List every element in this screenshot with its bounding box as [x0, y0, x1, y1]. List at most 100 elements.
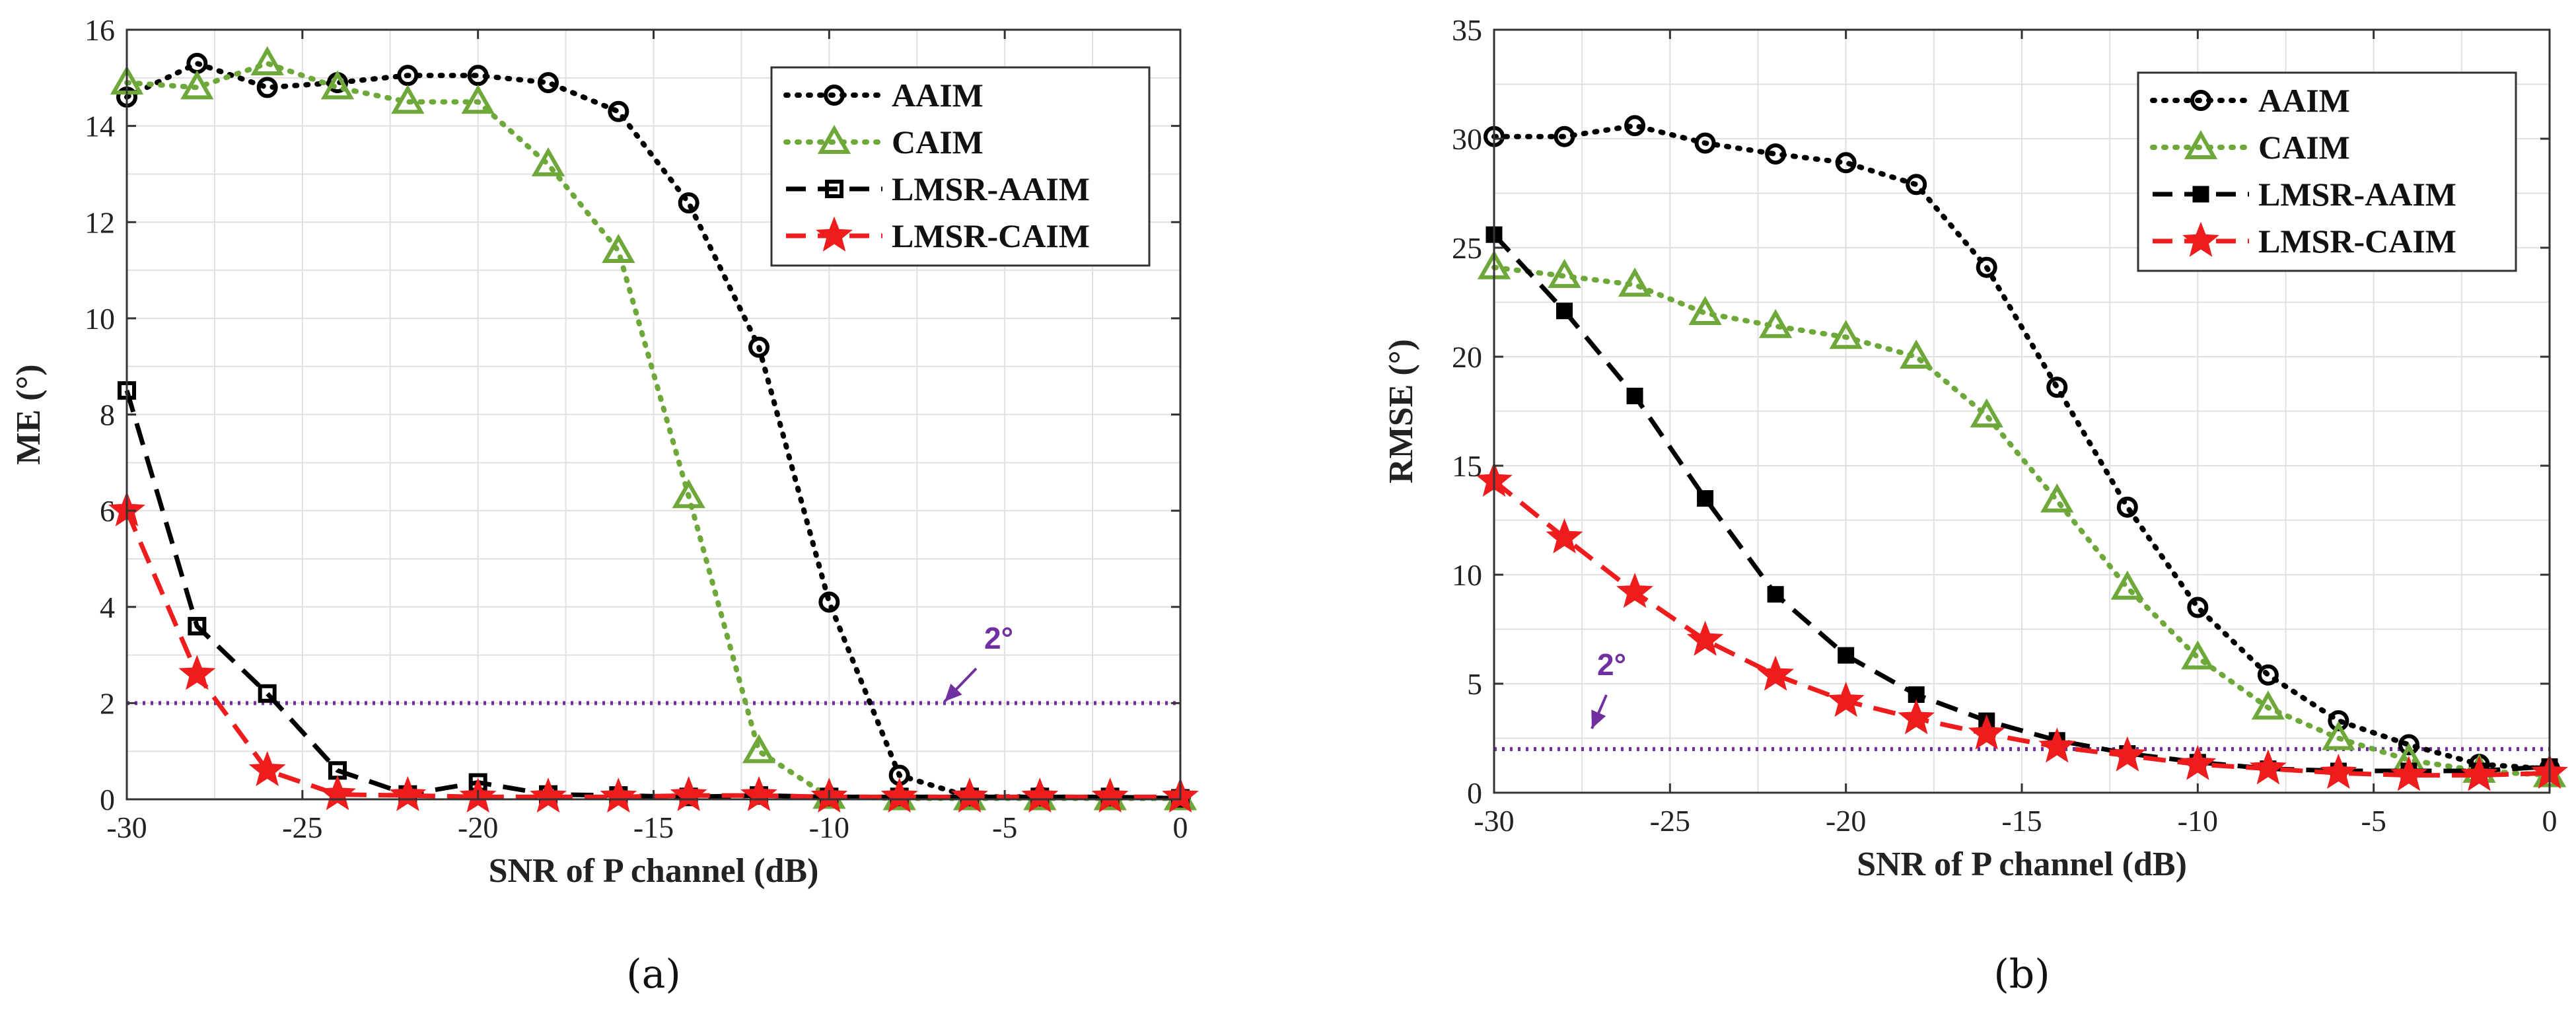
data-point-caim: [602, 233, 635, 263]
legend-marker-lmsr-aaim: [825, 180, 843, 198]
data-point-lmsr-caim: [600, 778, 637, 813]
data-point-lmsr-caim: [2249, 749, 2287, 785]
legend-marker-aaim: [2190, 90, 2211, 111]
data-point-aaim: [608, 100, 629, 122]
x-tick-label: 0: [1173, 811, 1188, 844]
legend-marker-lmsr-aaim: [2192, 186, 2209, 203]
data-point-caim: [742, 734, 776, 764]
x-tick-label: -30: [106, 811, 147, 844]
threshold-annotation: 2°: [1591, 647, 1626, 729]
data-point-lmsr-aaim: [1556, 303, 1573, 320]
legend-entry: LMSR-CAIM: [2258, 223, 2456, 260]
legend-entry: LMSR-CAIM: [892, 217, 1090, 254]
x-tick-label: -5: [992, 811, 1017, 844]
legend-entry: LMSR-AAIM: [2258, 176, 2456, 213]
data-point-lmsr-caim: [1021, 778, 1059, 813]
data-point-lmsr-aaim: [258, 684, 277, 703]
data-point-caim: [2040, 483, 2074, 513]
threshold-annotation: 2°: [943, 621, 1013, 703]
data-point-caim: [1618, 268, 1652, 297]
data-point-aaim: [397, 65, 419, 87]
data-point-lmsr-caim: [2108, 736, 2146, 772]
y-tick-label: 2: [100, 686, 115, 720]
y-tick-label: 0: [100, 783, 115, 816]
legend-marker-aaim: [824, 85, 845, 106]
legend-box: [2137, 71, 2517, 272]
x-tick-label: 0: [2542, 804, 2558, 838]
y-tick-label: 12: [85, 205, 115, 239]
data-point-aaim: [2257, 664, 2279, 686]
data-point-lmsr-aaim: [188, 616, 207, 635]
data-point-aaim: [2187, 597, 2209, 618]
series-caim: [1477, 250, 2567, 787]
data-point-lmsr-aaim: [1767, 586, 1784, 603]
data-point-aaim: [1976, 256, 1997, 278]
data-point-aaim: [678, 192, 699, 214]
data-point-caim: [391, 85, 425, 114]
data-point-aaim: [2046, 377, 2068, 398]
data-point-aaim: [1906, 174, 1927, 196]
y-tick-label: 16: [85, 13, 115, 47]
x-tick-label: -30: [1474, 804, 1514, 838]
data-point-caim: [320, 70, 355, 100]
x-tick-label: -10: [809, 811, 849, 844]
data-point-lmsr-caim: [2038, 727, 2076, 763]
series-line-lmsr-aaim: [1492, 233, 2550, 774]
y-tick-label: 5: [1467, 667, 1482, 701]
data-point-aaim: [1765, 143, 1787, 165]
y-tick-label: 6: [100, 494, 115, 528]
legend-marker-lmsr-caim: [2182, 221, 2219, 257]
panel-caption: (b): [1993, 951, 2050, 997]
y-tick-label: 10: [85, 302, 115, 336]
data-point-aaim: [818, 591, 840, 613]
data-point-lmsr-caim: [740, 776, 777, 811]
data-point-lmsr-caim: [2390, 756, 2427, 791]
data-point-aaim: [2328, 710, 2349, 732]
legend: AAIM CAIM LMSR-AAIM LMSR-CAIM: [770, 66, 1151, 267]
data-point-caim: [1758, 308, 1793, 338]
threshold-arrowhead: [945, 683, 962, 702]
chart-panel-b: -30 -25 -20 -15 -10 -5 0 0 5 10 15 20 25 30 35 SNR of P…: [1382, 13, 2568, 997]
data-point-lmsr-caim: [248, 750, 286, 787]
x-tick-label: -5: [2361, 804, 2386, 838]
data-point-caim: [1970, 398, 2003, 428]
x-tick-label: -25: [1650, 804, 1690, 838]
y-tick-label: 25: [1452, 231, 1482, 265]
data-point-caim: [180, 70, 214, 100]
x-tick-label: -20: [1826, 804, 1866, 838]
data-point-aaim: [256, 77, 278, 98]
chart-panel-a: -30 -25 -20 -15 -10 -5 0 0 2 4 6 8 10 12 14 16 SNR of P …: [10, 13, 1199, 997]
legend: AAIM CAIM LMSR-AAIM LMSR-CAIM: [2137, 71, 2517, 272]
x-tick-label: -25: [282, 811, 322, 844]
data-point-lmsr-caim: [389, 776, 427, 811]
data-point-lmsr-caim: [951, 778, 988, 813]
data-point-lmsr-caim: [530, 778, 567, 813]
data-point-lmsr-caim: [1827, 682, 1865, 717]
data-point-aaim: [2398, 734, 2419, 756]
data-point-lmsr-caim: [2320, 753, 2357, 789]
data-point-lmsr-aaim: [1626, 387, 1643, 404]
legend-entry: CAIM: [2258, 129, 2350, 166]
data-point-aaim: [1694, 132, 1716, 154]
data-point-caim: [461, 85, 495, 114]
data-point-caim: [531, 147, 565, 176]
data-point-lmsr-caim: [1091, 778, 1129, 813]
data-point-caim: [1900, 339, 1933, 369]
data-point-lmsr-caim: [178, 655, 216, 690]
y-tick-label: 20: [1452, 340, 1482, 374]
data-point-aaim: [1835, 152, 1857, 174]
data-point-caim: [2322, 721, 2355, 750]
data-point-aaim: [748, 336, 769, 358]
data-point-caim: [672, 479, 705, 509]
data-point-lmsr-caim: [1616, 573, 1654, 608]
x-axis-label: SNR of P channel (dB): [1857, 846, 2187, 883]
series-line-caim: [1491, 264, 2552, 778]
legend-marker-lmsr-caim: [816, 216, 853, 252]
y-tick-label: 30: [1452, 122, 1482, 156]
y-tick-label: 10: [1452, 558, 1482, 592]
data-point-lmsr-caim: [1757, 655, 1795, 691]
data-point-lmsr-caim: [2179, 744, 2217, 780]
data-point-aaim: [467, 65, 489, 87]
data-point-lmsr-caim: [1968, 714, 2005, 750]
legend-entry: AAIM: [892, 77, 984, 114]
